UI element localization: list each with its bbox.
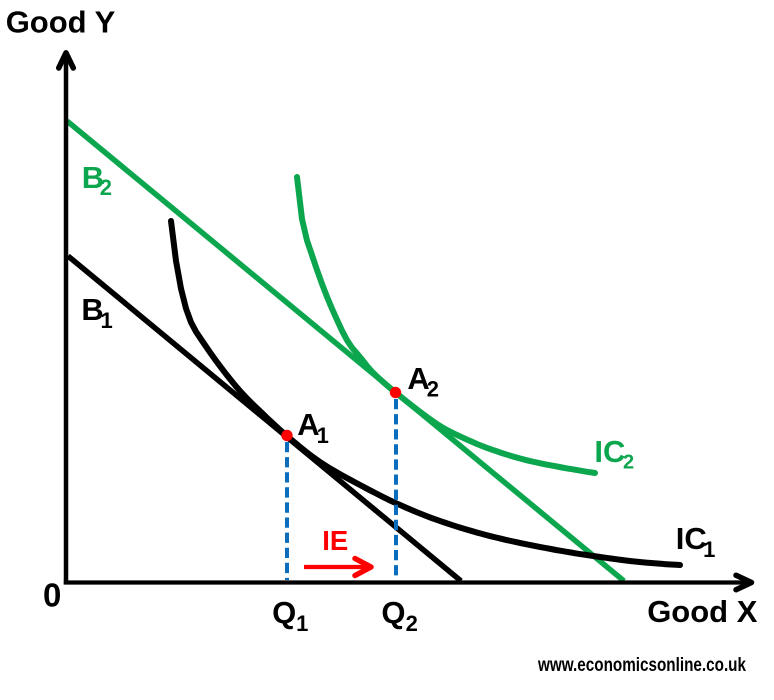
svg-text:2: 2 bbox=[427, 377, 439, 402]
svg-text:2: 2 bbox=[100, 175, 112, 200]
svg-text:IC: IC bbox=[676, 521, 707, 556]
svg-text:1: 1 bbox=[296, 611, 308, 636]
svg-text:IE: IE bbox=[322, 525, 348, 556]
svg-text:Q: Q bbox=[272, 595, 296, 630]
svg-text:1: 1 bbox=[101, 308, 113, 333]
svg-text:B: B bbox=[82, 160, 104, 195]
svg-text:1: 1 bbox=[703, 537, 715, 562]
svg-text:2: 2 bbox=[623, 452, 634, 474]
svg-text:IC: IC bbox=[594, 434, 625, 469]
svg-text:Good Y: Good Y bbox=[6, 5, 116, 40]
svg-text:B: B bbox=[81, 292, 103, 327]
svg-text:A: A bbox=[407, 361, 429, 396]
svg-text:www.economicsonline.co.uk: www.economicsonline.co.uk bbox=[537, 654, 746, 676]
svg-text:A: A bbox=[297, 407, 319, 442]
svg-text:Q: Q bbox=[381, 595, 405, 630]
svg-text:0: 0 bbox=[43, 577, 61, 614]
svg-text:2: 2 bbox=[406, 611, 418, 636]
svg-text:1: 1 bbox=[317, 423, 329, 448]
svg-text:Good X: Good X bbox=[647, 594, 758, 629]
